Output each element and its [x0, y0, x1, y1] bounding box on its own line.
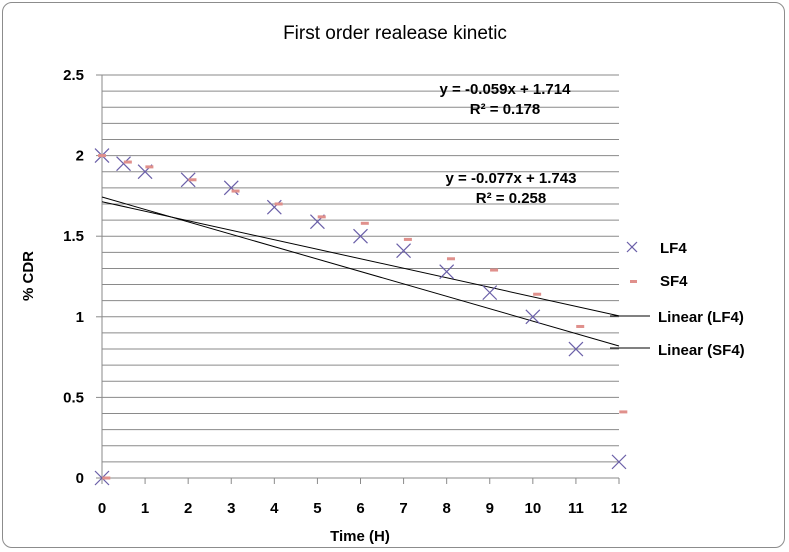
sf4-point — [231, 189, 240, 193]
y-tick-label: 0 — [76, 470, 84, 487]
lf4-point — [396, 243, 412, 259]
lf4-point — [439, 264, 455, 280]
legend-lf4-label: LF4 — [660, 240, 687, 257]
sf4-point — [274, 202, 283, 206]
lf4-point — [525, 309, 541, 325]
lf4-point — [94, 470, 110, 486]
legend-sf4-label: SF4 — [660, 273, 688, 290]
x-tick-label: 3 — [227, 500, 235, 517]
sf4-point — [123, 160, 132, 164]
sf4-point — [145, 165, 154, 169]
axis-layer: 00.511.522.50 1 2 3 4 5 6 7 8 9 10 11 12 — [63, 67, 627, 517]
sf4-point — [490, 268, 499, 272]
x-tick-label: 1 — [141, 500, 149, 517]
x-tick-label: 4 — [270, 500, 279, 517]
y-tick-label: 1.5 — [63, 228, 84, 245]
sf4-point — [98, 154, 106, 158]
marker-layer — [94, 148, 628, 486]
trendline-lf4 — [101, 201, 620, 317]
sf4-point — [403, 237, 412, 241]
sf4-point — [446, 257, 455, 261]
x-tick-label: 7 — [399, 500, 407, 517]
chart-title: First order realease kinetic — [283, 23, 507, 44]
lf4-point — [180, 172, 196, 188]
sf4-point — [619, 410, 628, 414]
trend-layer — [101, 196, 620, 347]
lf4-point — [116, 156, 131, 172]
sf4-point — [317, 215, 326, 219]
x-tick-label: 9 — [486, 500, 494, 517]
lf4-point — [482, 285, 498, 301]
legend-linear-sf4-label: Linear (SF4) — [658, 342, 745, 359]
legend-linear-lf4-label: Linear (LF4) — [658, 309, 744, 326]
y-tick-label: 2.5 — [63, 67, 84, 84]
x-tick-label: 12 — [611, 500, 628, 517]
y-tick-label: 1 — [76, 309, 84, 326]
legend: LF4 SF4 Linear (LF4) Linear (SF4) — [610, 240, 745, 359]
lf4-point — [611, 454, 627, 470]
x-tick-label: 2 — [184, 500, 192, 517]
sf4-point — [533, 292, 542, 296]
sf4-point — [102, 476, 111, 480]
legend-sf4-marker-icon — [630, 280, 637, 283]
trendline-sf4 — [101, 196, 620, 347]
sf4-point — [188, 178, 197, 182]
x-tick-label: 11 — [568, 500, 584, 517]
y-axis-title: % CDR — [20, 251, 37, 301]
x-tick-label: 6 — [356, 500, 364, 517]
x-tick-label: 5 — [313, 500, 321, 517]
trendline-lf4-r2: R² = 0.178 — [470, 101, 540, 118]
legend-lf4-marker-icon — [626, 241, 638, 253]
y-tick-label: 0.5 — [63, 389, 84, 406]
grid-layer — [102, 74, 619, 463]
lf4-point — [266, 199, 282, 215]
x-tick-label: 10 — [524, 500, 541, 517]
sf4-point — [576, 324, 585, 328]
x-tick-label: 0 — [98, 500, 106, 517]
trendline-lf4-equation: y = -0.059x + 1.714 — [440, 81, 572, 98]
sf4-point — [360, 221, 369, 225]
x-axis-title: Time (H) — [330, 528, 390, 545]
trendline-sf4-equation: y = -0.077x + 1.743 — [446, 170, 577, 187]
y-tick-label: 2 — [76, 148, 84, 165]
lf4-point — [353, 228, 368, 244]
x-tick-label: 8 — [442, 500, 450, 517]
lf4-point — [568, 341, 584, 357]
trendline-sf4-r2: R² = 0.258 — [476, 190, 546, 207]
